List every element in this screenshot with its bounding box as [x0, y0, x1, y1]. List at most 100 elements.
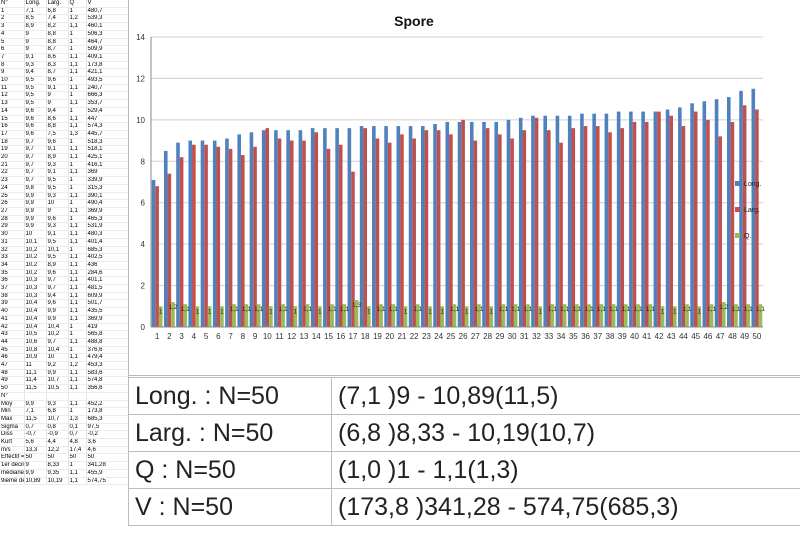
- sheet-cell[interactable]: 1: [68, 246, 87, 255]
- sheet-cell[interactable]: 1,3: [68, 415, 87, 424]
- sheet-cell[interactable]: 10,3: [24, 292, 47, 301]
- sheet-cell[interactable]: 1,1: [68, 115, 87, 124]
- sheet-cell[interactable]: 1,1: [68, 68, 87, 78]
- sheet-cell[interactable]: 4,8: [68, 438, 87, 447]
- sheet-cell[interactable]: 1: [0, 7, 25, 16]
- sheet-cell[interactable]: 9,6: [24, 107, 47, 116]
- sheet-cell[interactable]: 26: [0, 199, 25, 208]
- sheet-cell[interactable]: 9,6: [24, 130, 47, 139]
- sheet-cell[interactable]: 29: [0, 222, 25, 232]
- sheet-cell[interactable]: 1,1: [68, 376, 87, 386]
- sheet-cell[interactable]: 45: [0, 346, 25, 355]
- sheet-cell[interactable]: 27: [0, 207, 25, 216]
- sheet-cell[interactable]: 9,3: [24, 61, 47, 70]
- sheet-cell[interactable]: 356,6: [86, 384, 128, 393]
- sheet-cell[interactable]: 41: [0, 315, 25, 324]
- sheet-cell[interactable]: 1,1: [68, 238, 87, 247]
- sheet-cell[interactable]: 1,1: [68, 384, 87, 393]
- sheet-cell[interactable]: 50: [46, 453, 69, 463]
- sheet-cell[interactable]: 33: [0, 253, 25, 262]
- sheet-cell[interactable]: 1: [68, 45, 87, 54]
- sheet-cell[interactable]: 10: [46, 353, 69, 363]
- sheet-cell[interactable]: 9,9: [24, 192, 47, 201]
- sheet-cell[interactable]: 1,1: [68, 269, 87, 278]
- sheet-cell[interactable]: [46, 392, 69, 401]
- sheet-cell[interactable]: 339,9: [86, 176, 128, 185]
- sheet-cell[interactable]: 9,5: [24, 76, 47, 85]
- sheet-cell[interactable]: 4,6: [86, 446, 128, 455]
- sheet-cell[interactable]: 1,1: [68, 292, 87, 301]
- sheet-cell[interactable]: 10,2: [24, 261, 47, 270]
- sheet-cell[interactable]: 452,2: [86, 400, 128, 409]
- sheet-cell[interactable]: 1,1: [68, 307, 87, 316]
- sheet-cell[interactable]: 9,6: [24, 115, 47, 124]
- sheet-cell[interactable]: V: [86, 0, 128, 8]
- sheet-cell[interactable]: 9,9: [24, 215, 47, 224]
- sheet-cell[interactable]: 488,8: [86, 338, 128, 347]
- sheet-cell[interactable]: 390,1: [86, 192, 128, 201]
- sheet-cell[interactable]: -0,9: [46, 430, 69, 440]
- sheet-cell[interactable]: 9,1: [46, 145, 69, 155]
- sheet-cell[interactable]: 3,6: [86, 438, 128, 447]
- sheet-cell[interactable]: 8,6: [46, 115, 69, 124]
- sheet-cell[interactable]: 9,3: [46, 222, 69, 232]
- sheet-cell[interactable]: 509,9: [86, 45, 128, 54]
- sheet-cell[interactable]: 1: [68, 407, 87, 416]
- sheet-cell[interactable]: 10: [0, 76, 25, 85]
- sheet-cell[interactable]: 1: [68, 346, 87, 355]
- sheet-cell[interactable]: 9,9: [24, 469, 47, 478]
- sheet-cell[interactable]: 9,3: [46, 400, 69, 409]
- sheet-cell[interactable]: 9,9: [46, 369, 69, 378]
- sheet-cell[interactable]: 8,2: [46, 22, 69, 31]
- sheet-cell[interactable]: 173,8: [86, 407, 128, 416]
- sheet-cell[interactable]: 9: [0, 68, 25, 78]
- sheet-cell[interactable]: 9,1: [46, 84, 69, 93]
- sheet-cell[interactable]: 11: [24, 361, 47, 370]
- sheet-cell[interactable]: 9,6: [46, 138, 69, 147]
- sheet-cell[interactable]: 425,1: [86, 153, 128, 162]
- sheet-cell[interactable]: 13: [0, 99, 25, 108]
- sheet-cell[interactable]: 9,35: [46, 469, 69, 478]
- sheet-cell[interactable]: 1: [68, 215, 87, 224]
- sheet-cell[interactable]: 1,1: [68, 230, 87, 239]
- sheet-cell[interactable]: 9,5: [24, 91, 47, 101]
- sheet-cell[interactable]: 9,8: [24, 184, 47, 193]
- sheet-cell[interactable]: 12: [0, 91, 25, 101]
- sheet-cell[interactable]: médiane: [0, 469, 25, 478]
- sheet-cell[interactable]: 9ième décile: [0, 477, 25, 486]
- sheet-cell[interactable]: 1,2: [68, 361, 87, 370]
- sheet-cell[interactable]: 19: [0, 145, 25, 155]
- sheet-cell[interactable]: 8,7: [46, 68, 69, 78]
- sheet-cell[interactable]: 1,1: [68, 353, 87, 363]
- sheet-cell[interactable]: 506,3: [86, 30, 128, 39]
- sheet-cell[interactable]: 574,8: [86, 376, 128, 386]
- sheet-cell[interactable]: 9,6: [24, 122, 47, 131]
- sheet-cell[interactable]: 666,3: [86, 91, 128, 101]
- sheet-cell[interactable]: 0,1: [68, 423, 87, 432]
- sheet-cell[interactable]: 369,9: [86, 207, 128, 216]
- sheet-cell[interactable]: 1,1: [68, 469, 87, 478]
- sheet-cell[interactable]: 1,1: [68, 53, 87, 62]
- sheet-cell[interactable]: 15: [0, 115, 25, 124]
- sheet-cell[interactable]: 1: [68, 38, 87, 47]
- sheet-cell[interactable]: 4,4: [46, 438, 69, 447]
- sheet-cell[interactable]: 9,7: [24, 145, 47, 155]
- sheet-cell[interactable]: 609,9: [86, 292, 128, 301]
- sheet-cell[interactable]: 7,4: [46, 14, 69, 24]
- sheet-cell[interactable]: 518,1: [86, 145, 128, 155]
- sheet-cell[interactable]: 9,9: [24, 207, 47, 216]
- sheet-cell[interactable]: 1,1: [68, 369, 87, 378]
- sheet-cell[interactable]: [24, 392, 47, 401]
- sheet-cell[interactable]: 23: [0, 176, 25, 185]
- sheet-cell[interactable]: 10,3: [24, 276, 47, 285]
- sheet-cell[interactable]: 10,9: [24, 353, 47, 363]
- sheet-cell[interactable]: 8,8: [46, 122, 69, 131]
- sheet-cell[interactable]: N°: [0, 392, 25, 401]
- sheet-cell[interactable]: 4: [0, 30, 25, 39]
- sheet-cell[interactable]: 5: [0, 38, 25, 47]
- sheet-cell[interactable]: 453,3: [86, 361, 128, 370]
- sheet-cell[interactable]: 9,7: [46, 276, 69, 285]
- sheet-cell[interactable]: 1: [68, 7, 87, 16]
- sheet-cell[interactable]: 8,33: [46, 461, 69, 470]
- sheet-cell[interactable]: 21: [0, 161, 25, 170]
